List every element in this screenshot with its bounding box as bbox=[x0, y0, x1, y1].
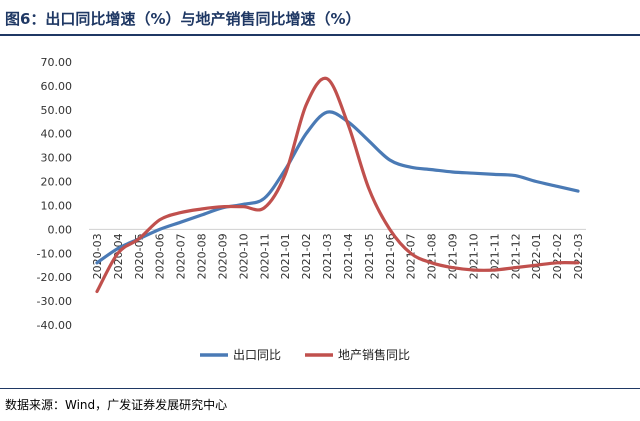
x-tick-label: 2020-11 bbox=[258, 233, 271, 279]
x-tick-label: 2020-05 bbox=[133, 233, 146, 279]
y-tick-label: -10.00 bbox=[37, 247, 72, 260]
title-rule bbox=[0, 34, 640, 36]
x-axis-ticks: 2020-03 2020-04 2020-05 2020-06 2020-07 2020-… bbox=[91, 233, 585, 279]
source-note: 数据来源：Wind，广发证券发展研究中心 bbox=[5, 398, 228, 412]
series-layer bbox=[95, 76, 580, 294]
x-tick-label: 2021-12 bbox=[509, 233, 522, 279]
source-rule bbox=[0, 388, 640, 389]
x-tick-label: 2021-06 bbox=[384, 233, 397, 279]
legend-label: 地产销售同比 bbox=[338, 347, 410, 362]
series-line-0 bbox=[95, 110, 580, 265]
y-tick-label: -30.00 bbox=[37, 295, 72, 308]
y-tick-label: -40.00 bbox=[37, 319, 72, 332]
line-chart: 70.00 60.00 50.00 40.00 30.00 20.00 10.00 0.00 -… bbox=[37, 56, 586, 362]
y-tick-label: 20.00 bbox=[41, 176, 73, 189]
figure-title: 图6：出口同比增速（%）与地产销售同比增速（%） bbox=[5, 10, 361, 28]
x-tick-label: 2020-08 bbox=[196, 233, 209, 279]
x-tick-label: 2021-01 bbox=[279, 233, 292, 279]
x-tick-label: 2021-02 bbox=[300, 233, 313, 279]
x-tick-label: 2020-03 bbox=[91, 233, 104, 279]
series-line-1 bbox=[95, 76, 580, 294]
y-tick-label: 70.00 bbox=[41, 56, 73, 69]
x-tick-label: 2020-09 bbox=[216, 233, 229, 279]
x-tick-label: 2022-01 bbox=[530, 233, 543, 279]
y-tick-label: -20.00 bbox=[37, 271, 72, 284]
x-tick-label: 2021-05 bbox=[363, 233, 376, 279]
x-tick-label: 2020-10 bbox=[237, 233, 250, 279]
x-tick-label: 2021-03 bbox=[321, 233, 334, 279]
y-tick-label: 30.00 bbox=[41, 152, 73, 165]
x-tick-label: 2021-10 bbox=[467, 233, 480, 279]
x-tick-label: 2022-02 bbox=[551, 233, 564, 279]
x-tick-label: 2021-07 bbox=[405, 233, 418, 279]
x-tick-label: 2020-06 bbox=[154, 233, 167, 279]
x-tick-label: 2021-09 bbox=[447, 233, 460, 279]
legend-label: 出口同比 bbox=[233, 348, 281, 362]
legend: 出口同比 地产销售同比 bbox=[200, 347, 410, 362]
y-tick-label: 40.00 bbox=[41, 128, 73, 141]
x-tick-label: 2021-11 bbox=[488, 233, 501, 279]
y-tick-label: 60.00 bbox=[41, 80, 73, 93]
x-tick-label: 2020-07 bbox=[175, 233, 188, 279]
y-tick-label: 50.00 bbox=[41, 104, 73, 117]
y-axis-ticks: 70.00 60.00 50.00 40.00 30.00 20.00 10.00 0.00 -… bbox=[37, 56, 72, 332]
x-tick-label: 2021-04 bbox=[342, 233, 355, 279]
x-tick-label: 2022-03 bbox=[572, 233, 585, 279]
x-tick-label: 2021-08 bbox=[426, 233, 439, 279]
y-tick-label: 10.00 bbox=[41, 199, 73, 212]
y-tick-label: 0.00 bbox=[48, 223, 73, 236]
